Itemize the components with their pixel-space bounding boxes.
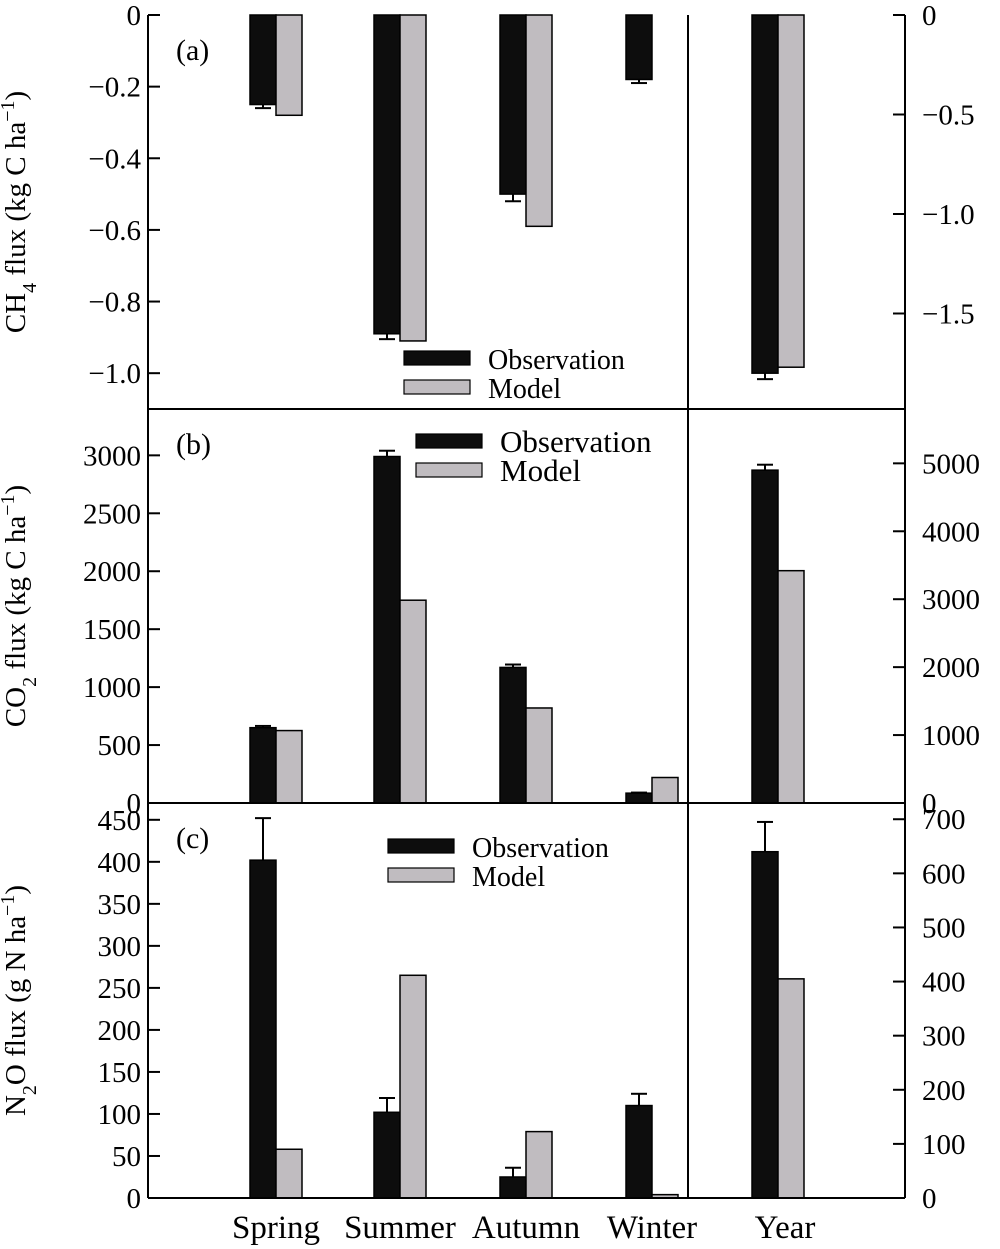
x-tick-label-autumn: Autumn bbox=[472, 1210, 580, 1246]
bar-observation-summer bbox=[373, 1111, 401, 1199]
bar-observation-spring bbox=[249, 859, 277, 1199]
y-axis-label: CH4 flux (kg C ha−1) bbox=[0, 91, 41, 333]
bar-model-autumn bbox=[525, 14, 553, 228]
panel-a: 0 −0.2 −0.4 −0.6 −0.8 −1.0 0 −0.5 −1.0 −1.5 (a) CH4… bbox=[0, 0, 975, 410]
left-tick-label: −0.2 bbox=[88, 72, 141, 104]
right-tick-label: −1.0 bbox=[922, 199, 975, 231]
bar-observation-year bbox=[751, 850, 779, 1199]
right-tick-label: 400 bbox=[922, 967, 966, 999]
panel-c: 0 50 100 150 200 250 300 350 400 450 0 100 200 300 400… bbox=[0, 803, 966, 1215]
right-tick-label: 500 bbox=[922, 912, 966, 944]
legend-swatch-model bbox=[415, 462, 483, 478]
bar-observation-summer bbox=[373, 14, 401, 335]
right-tick-label: −0.5 bbox=[922, 99, 975, 131]
left-tick-label: −1.0 bbox=[88, 358, 141, 390]
left-tick-label: 500 bbox=[98, 730, 142, 762]
bar-observation-winter bbox=[625, 792, 653, 804]
left-tick-label: 3000 bbox=[83, 440, 141, 472]
x-tick-label-year: Year bbox=[755, 1210, 816, 1246]
left-tick-label: −0.6 bbox=[88, 215, 141, 247]
left-tick-label: 0 bbox=[127, 0, 142, 32]
bar-observation-spring bbox=[249, 14, 277, 106]
right-tick-label: 0 bbox=[922, 788, 937, 820]
x-tick-label-summer: Summer bbox=[344, 1210, 456, 1246]
legend-swatch-model bbox=[403, 379, 471, 395]
y-axis-label: CO2 flux (kg C ha−1) bbox=[0, 485, 41, 727]
bar-observation-autumn bbox=[499, 14, 527, 195]
legend-label-model: Model bbox=[500, 453, 581, 488]
legend-label-model: Model bbox=[488, 374, 561, 405]
bar-model-spring bbox=[275, 1148, 303, 1199]
bar-observation-year bbox=[751, 469, 779, 804]
right-tick-label: 600 bbox=[922, 858, 966, 890]
legend-label-observation: Observation bbox=[472, 833, 609, 864]
legend-swatch-observation bbox=[415, 433, 483, 449]
right-tick-label: 1000 bbox=[922, 720, 980, 752]
right-tick-label: 3000 bbox=[922, 584, 980, 616]
bar-model-year bbox=[777, 978, 805, 1199]
legend-label-observation: Observation bbox=[500, 424, 652, 459]
left-tick-label: 300 bbox=[98, 931, 142, 963]
panel-b: 0 500 1000 1500 2000 2500 3000 0 1000 2000 3000 400… bbox=[0, 409, 980, 820]
bar-observation-spring bbox=[249, 726, 277, 804]
left-tick-label: 1500 bbox=[83, 614, 141, 646]
legend-swatch-observation bbox=[403, 350, 471, 366]
right-tick-label: 0 bbox=[922, 0, 937, 32]
bar-observation-summer bbox=[373, 455, 401, 804]
left-tick-label: −0.8 bbox=[88, 287, 141, 319]
right-tick-label: 200 bbox=[922, 1075, 966, 1107]
bar-observation-autumn bbox=[499, 666, 527, 804]
bar-model-autumn bbox=[525, 1130, 553, 1199]
right-tick-label: 300 bbox=[922, 1021, 966, 1053]
right-tick-label: 4000 bbox=[922, 516, 980, 548]
bar-model-spring bbox=[275, 14, 303, 117]
legend-label-observation: Observation bbox=[488, 345, 625, 376]
bar-model-autumn bbox=[525, 707, 553, 804]
right-tick-label: 100 bbox=[922, 1129, 966, 1161]
left-tick-label: 0 bbox=[127, 1183, 142, 1215]
y-axis-label: N2O flux (g N ha−1) bbox=[0, 885, 41, 1116]
legend-label-model: Model bbox=[472, 862, 545, 893]
bar-observation-winter bbox=[625, 1104, 653, 1199]
left-tick-label: 1000 bbox=[83, 672, 141, 704]
legend-swatch-model bbox=[387, 867, 455, 883]
left-tick-label: 50 bbox=[112, 1141, 141, 1173]
bar-model-year bbox=[777, 569, 805, 804]
left-tick-label: 450 bbox=[98, 805, 142, 837]
right-tick-label: 5000 bbox=[922, 448, 980, 480]
legend-swatch-observation bbox=[387, 838, 455, 854]
bar-observation-year bbox=[751, 14, 779, 374]
x-tick-label-winter: Winter bbox=[607, 1210, 697, 1246]
bar-model-year bbox=[777, 14, 805, 368]
left-tick-label: 350 bbox=[98, 889, 142, 921]
bar-model-winter bbox=[651, 776, 679, 804]
panel-label: (a) bbox=[176, 34, 209, 67]
panel-label: (b) bbox=[176, 428, 211, 461]
right-tick-label: 0 bbox=[922, 1183, 937, 1215]
right-tick-label: −1.5 bbox=[922, 298, 975, 330]
bar-model-spring bbox=[275, 729, 303, 804]
bar-model-summer bbox=[399, 974, 427, 1199]
panel-label: (c) bbox=[176, 822, 209, 855]
left-tick-label: 2000 bbox=[83, 556, 141, 588]
left-tick-label: −0.4 bbox=[88, 143, 141, 175]
right-tick-label: 2000 bbox=[922, 652, 980, 684]
left-tick-label: 2500 bbox=[83, 498, 141, 530]
left-tick-label: 400 bbox=[98, 847, 142, 879]
bar-model-summer bbox=[399, 14, 427, 342]
left-tick-label: 250 bbox=[98, 973, 142, 1005]
left-tick-label: 150 bbox=[98, 1057, 142, 1089]
x-tick-label-spring: Spring bbox=[232, 1210, 320, 1246]
bar-observation-autumn bbox=[499, 1176, 527, 1199]
left-tick-label: 0 bbox=[127, 788, 142, 820]
bar-observation-winter bbox=[625, 14, 653, 81]
left-tick-label: 200 bbox=[98, 1015, 142, 1047]
right-tick-label: 700 bbox=[922, 804, 966, 836]
bar-model-summer bbox=[399, 599, 427, 804]
left-tick-label: 100 bbox=[98, 1099, 142, 1131]
